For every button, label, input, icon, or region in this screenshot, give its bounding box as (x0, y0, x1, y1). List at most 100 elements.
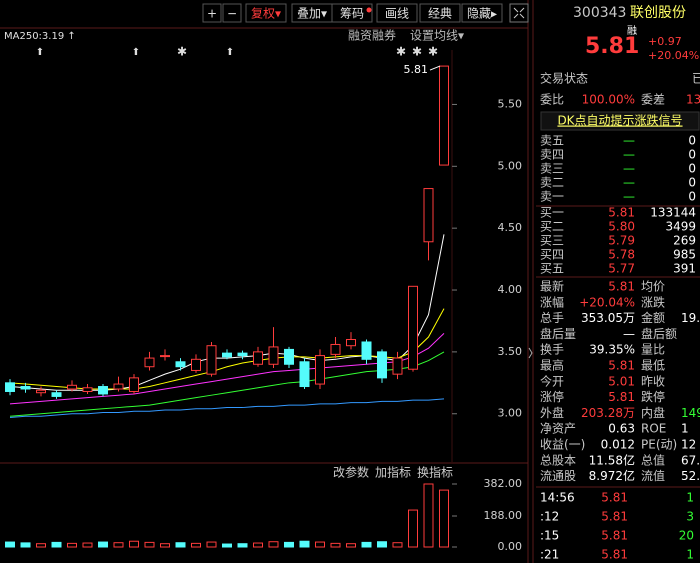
candle-body (20, 386, 31, 390)
stat-label: 今开 (540, 373, 564, 388)
toolbar-button[interactable] (461, 3, 503, 23)
stat-label: 最新 (540, 279, 564, 294)
toolbar-label[interactable]: + (207, 7, 217, 21)
marker-icon: ✱ (177, 45, 187, 59)
top-link[interactable]: 融资融券 (348, 28, 396, 43)
book-price: — (623, 190, 635, 204)
stat-value: 5.81 (608, 359, 635, 373)
toolbar-label[interactable]: 经典 (428, 7, 452, 21)
toolbar-button[interactable] (331, 3, 373, 23)
candle-body (299, 361, 310, 388)
volume-bar (237, 543, 248, 548)
toolbar-button[interactable] (222, 3, 242, 23)
toolbar-label[interactable]: − (227, 7, 237, 21)
marker-icon: ⬆ (226, 47, 234, 58)
indicator-button[interactable]: 加指标 (375, 465, 411, 480)
volume-bar (82, 542, 93, 548)
candle-body (36, 389, 46, 394)
indicator-button[interactable]: 换指标 (417, 465, 453, 480)
stat-value: 353.05万 (581, 311, 635, 325)
toolbar-button[interactable] (245, 3, 287, 23)
y-tick-label: 0.00 (498, 540, 523, 553)
row-label: 委比 (540, 93, 564, 107)
stat-value: 5.81 (608, 280, 635, 294)
marker-icon: ✱ (428, 45, 438, 59)
change: +0.97 (648, 35, 682, 48)
candle-body (315, 355, 325, 385)
trade-volume: 1 (686, 491, 694, 505)
toolbar-label[interactable]: 隐藏▸ (467, 7, 497, 21)
book-volume: 0 (688, 134, 696, 148)
trade-time: :12 (540, 510, 559, 524)
indicator-label: MA250:3.19 ↑ (4, 31, 76, 42)
row-value: 100.00% (582, 93, 635, 107)
volume-bar (330, 542, 341, 548)
margin-tag: 融 (627, 25, 637, 37)
banner-box[interactable] (540, 111, 700, 131)
stat-label: 盘后额 (641, 326, 677, 341)
candle-body (113, 383, 124, 390)
book-label: 卖四 (540, 148, 564, 162)
top-link[interactable]: 设置均线▾ (410, 29, 464, 43)
trade-time: 14:56 (540, 491, 575, 505)
stat-value: 0.63 (608, 422, 635, 436)
volume-bar (20, 542, 31, 548)
stat-value: 11.58亿 (589, 452, 635, 467)
book-volume: 0 (688, 190, 696, 204)
y-tick-label: 5.00 (498, 159, 523, 172)
stat-label: 最高 (540, 358, 564, 373)
stat-label: 外盘 (540, 405, 564, 420)
toolbar-label[interactable]: 叠加▾ (297, 7, 327, 21)
toolbar-label[interactable]: 画线 (385, 7, 409, 21)
indicator-button[interactable]: 改参数 (333, 465, 369, 480)
book-label: 买四 (540, 248, 564, 262)
candle-body (284, 348, 294, 365)
volume-bar (222, 543, 232, 548)
trade-price: 5.81 (601, 491, 628, 505)
volume-bar (284, 541, 294, 548)
volume-bar (36, 543, 46, 548)
book-volume: 133144 (650, 206, 696, 220)
book-price: 5.81 (608, 206, 635, 220)
stat-label: 盘后量 (540, 326, 576, 341)
candle-body (237, 352, 248, 357)
book-volume: 0 (688, 176, 696, 190)
volume-bar (315, 541, 325, 548)
collapse-arrow[interactable] (528, 347, 533, 359)
volume-bar (113, 542, 124, 548)
stat-label: 总手 (540, 311, 564, 325)
change-pct: +20.04% (648, 49, 699, 62)
toolbar-button[interactable] (419, 3, 461, 23)
ma-line (9, 351, 445, 417)
toolbar-button[interactable] (376, 3, 418, 23)
candle-body (129, 377, 139, 392)
candle-body (175, 361, 186, 368)
trade-price: 5.81 (601, 510, 628, 524)
stat-value: 1 (681, 422, 689, 436)
signal-banner[interactable]: DK点自动提示涨跌信号 (557, 113, 682, 128)
high-label: 5.81 (404, 63, 429, 76)
candle-body (268, 346, 279, 365)
y-tick-label: 4.00 (498, 283, 523, 296)
marker-icon: ✱ (396, 45, 406, 59)
volume-bar (253, 542, 263, 548)
book-label: 买一 (540, 206, 564, 220)
book-price: — (623, 162, 635, 176)
book-volume: 0 (688, 148, 696, 162)
volume-bar (346, 543, 356, 548)
volume-bar (377, 541, 387, 548)
volume-bar (439, 489, 449, 548)
y-tick-label: 382.00 (484, 477, 523, 490)
stat-value: +20.04% (579, 295, 635, 309)
volume-bar (144, 541, 155, 548)
stat-value: 203.28万 (581, 406, 635, 420)
toolbar-label[interactable]: 复权▾ (251, 7, 281, 21)
toolbar-button[interactable] (202, 3, 222, 23)
expand-button[interactable] (509, 3, 529, 23)
stat-label: 内盘 (641, 405, 665, 420)
toolbar-label[interactable]: 筹码 (340, 7, 364, 21)
volume-bar (299, 540, 310, 548)
candle-body (392, 357, 403, 375)
candle-body (5, 382, 15, 392)
